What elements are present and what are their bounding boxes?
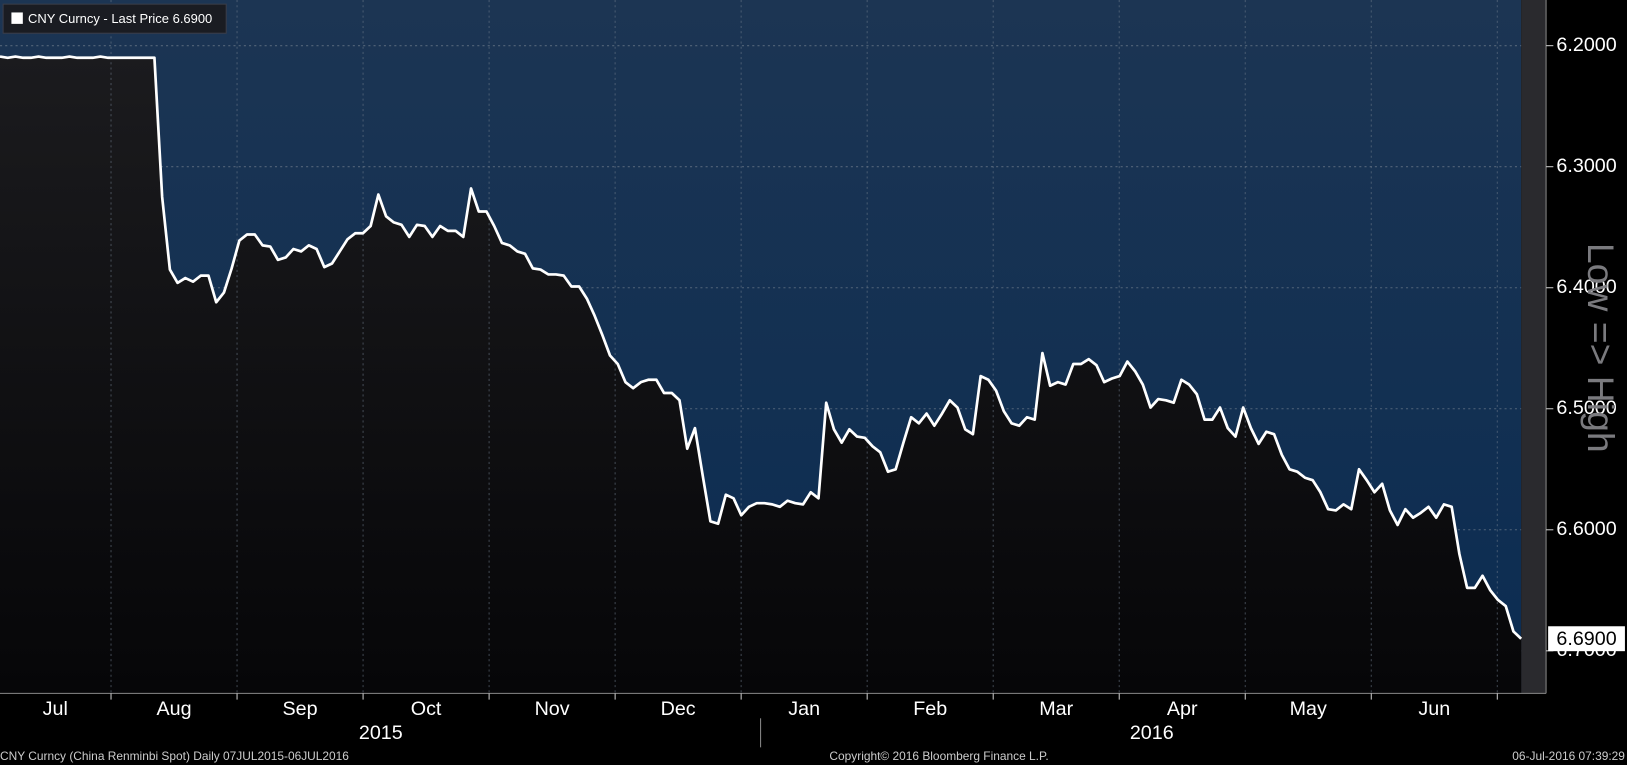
x-tick-label: Nov: [535, 698, 570, 720]
y-tick-label: 6.6000: [1556, 518, 1616, 540]
x-tick-label: Sep: [283, 698, 318, 720]
x-tick-label: Apr: [1167, 698, 1198, 720]
x-tick-label: May: [1290, 698, 1327, 720]
x-tick-label: Aug: [157, 698, 192, 720]
y-tick-label: 6.2000: [1556, 34, 1616, 56]
x-tick-label: Jun: [1418, 698, 1450, 720]
x-tick-label: Feb: [913, 698, 947, 720]
axis-strip: [1521, 0, 1547, 694]
x-tick-label: Dec: [661, 698, 696, 720]
line-group: [0, 55, 1523, 640]
x-tick-label: Oct: [411, 698, 442, 720]
legend-box: [2, 3, 227, 34]
legend-text: CNY Curncy - Last Price 6.6900: [28, 11, 212, 26]
footer-right: 06-Jul-2016 07:39:29: [1512, 749, 1625, 763]
footer-center: Copyright© 2016 Bloomberg Finance L.P.: [829, 749, 1048, 763]
ticks: 6.20006.30006.40006.50006.60006.7000JulA…: [43, 34, 1625, 744]
grid-vertical: [110, 0, 1498, 694]
x-tick-label: Jan: [788, 698, 820, 720]
year-label: 2016: [1130, 722, 1174, 744]
x-tick-label: Mar: [1039, 698, 1073, 720]
axis-label: Low => High: [1580, 243, 1622, 453]
y-tick-label: 6.4000: [1556, 276, 1616, 298]
area-fill: [0, 56, 1522, 694]
year-label: 2015: [359, 722, 403, 744]
y-tick-label: 6.5000: [1556, 397, 1616, 419]
last-price-label: 6.6900: [1556, 628, 1616, 650]
last-price-box: [1548, 626, 1625, 652]
price-line: [0, 55, 1523, 640]
footer-left: CNY Curncy (China Renminbi Spot) Daily 0…: [0, 749, 349, 763]
legend-swatch: [11, 12, 23, 24]
y-tick-label: 6.3000: [1556, 155, 1616, 177]
area-group: [0, 56, 1522, 694]
x-tick-label: Jul: [43, 698, 68, 720]
